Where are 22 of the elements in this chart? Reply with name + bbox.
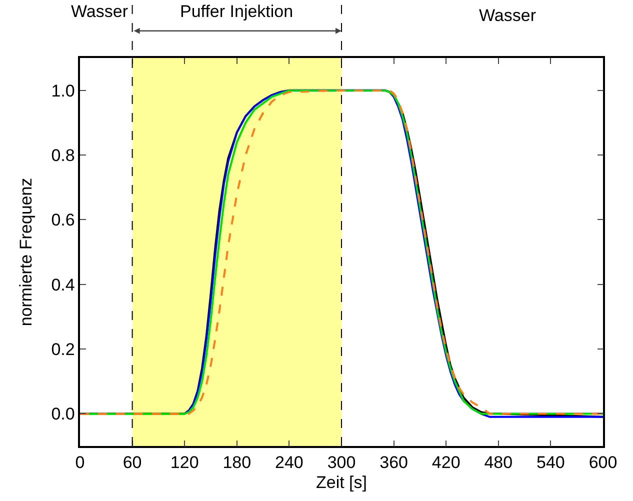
text: Puffer Injektion <box>180 2 294 21</box>
text: Wasser <box>479 6 536 25</box>
x-tick-label: 0 <box>75 453 85 472</box>
x-axis-title: Zeit [s] <box>316 473 368 492</box>
x-tick-label: 600 <box>588 453 618 472</box>
x-tick-label: 180 <box>222 453 252 472</box>
y-tick-label: 1.0 <box>51 81 75 100</box>
x-tick-label: 300 <box>327 453 356 472</box>
x-tick-label: 540 <box>536 453 565 472</box>
x-tick-label: 480 <box>484 453 513 472</box>
text: Wasser <box>71 2 128 21</box>
y-tick-label: 0.0 <box>51 404 75 424</box>
x-tick-label: 120 <box>170 453 199 472</box>
y-axis-title: normierte Frequenz <box>16 178 36 326</box>
x-tick-label: 60 <box>122 453 142 472</box>
y-tick-label: 0.6 <box>51 210 75 230</box>
y-tick-label: 0.4 <box>51 275 75 294</box>
x-tick-label: 240 <box>275 453 304 472</box>
x-tick-label: 420 <box>432 453 460 472</box>
y-tick-label: 0.2 <box>51 340 75 359</box>
y-tick-label: 0.8 <box>51 146 75 165</box>
x-tick-label: 360 <box>380 453 408 472</box>
